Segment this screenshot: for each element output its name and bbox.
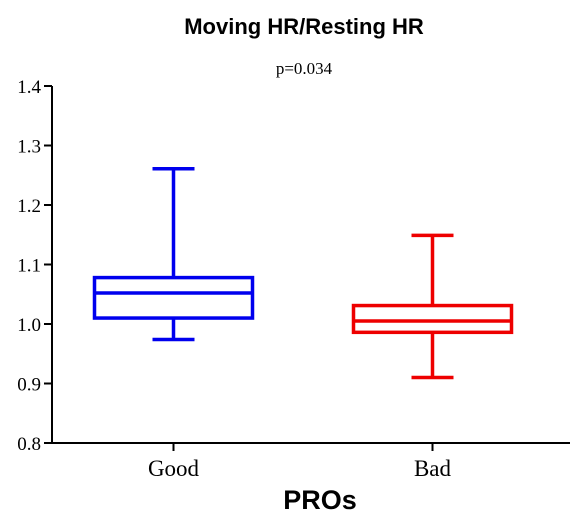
y-tick-label: 1.0 (17, 315, 41, 336)
boxes-group (92, 166, 514, 380)
y-tick-label: 1.2 (17, 196, 41, 217)
box-iqr (351, 303, 514, 335)
y-tick-label: 1.4 (17, 77, 41, 98)
y-axis: 0.8 0.9 1.0 1.1 1.2 1.3 1.4 (17, 77, 53, 455)
box-good (92, 166, 255, 342)
x-axis-label: PROs (283, 485, 357, 514)
x-category-label: Good (148, 456, 200, 481)
y-tick-label: 0.9 (17, 375, 41, 396)
x-category-label: Bad (414, 456, 452, 481)
box-iqr (92, 275, 255, 320)
y-tick-label: 1.1 (17, 256, 41, 277)
y-tick-label: 0.8 (17, 434, 41, 455)
chart-title: Moving HR/Resting HR (184, 14, 424, 39)
y-tick-label: 1.3 (17, 137, 41, 158)
box-bad (351, 233, 514, 380)
x-axis: Good Bad (52, 442, 570, 481)
chart-subtitle: p=0.034 (276, 59, 333, 78)
